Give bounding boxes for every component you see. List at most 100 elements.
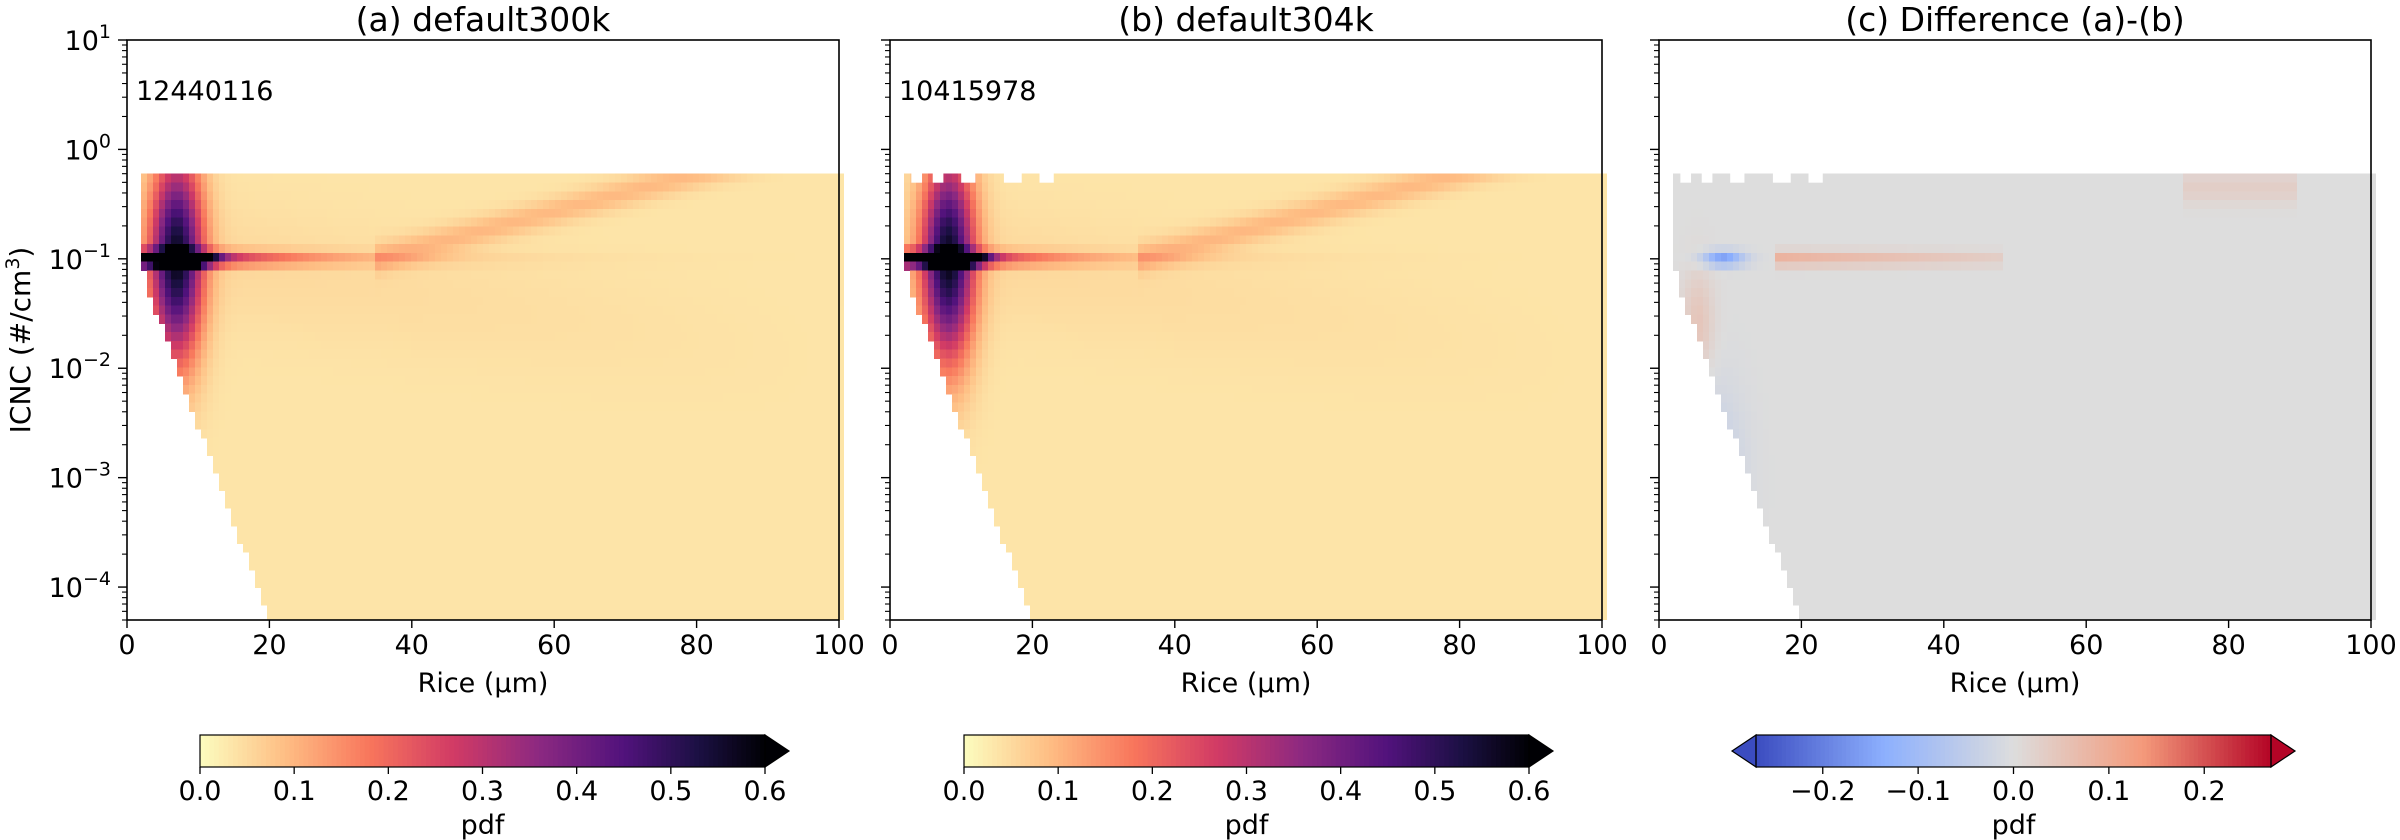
heatmap-cell bbox=[507, 560, 514, 571]
heatmap-cell bbox=[765, 428, 772, 439]
heatmap-cell bbox=[291, 323, 298, 333]
heatmap-cell bbox=[753, 464, 760, 474]
heatmap-cell bbox=[459, 314, 466, 324]
heatmap-cell bbox=[279, 393, 286, 404]
heatmap-cell bbox=[681, 543, 688, 553]
heatmap-cell bbox=[447, 244, 454, 254]
heatmap-cell bbox=[591, 402, 598, 412]
heatmap-cell bbox=[387, 560, 394, 571]
heatmap-cell bbox=[315, 349, 322, 360]
heatmap-cell bbox=[573, 252, 580, 263]
heatmap-cell bbox=[195, 208, 202, 219]
heatmap-cell bbox=[681, 420, 688, 430]
heatmap-cell bbox=[579, 376, 586, 386]
heatmap-cell bbox=[525, 200, 532, 210]
heatmap-cell bbox=[417, 560, 424, 571]
heatmap-cell bbox=[471, 384, 478, 395]
heatmap-cell bbox=[621, 481, 628, 492]
heatmap-cell bbox=[627, 420, 634, 430]
heatmap-cell bbox=[615, 323, 622, 333]
heatmap-cell bbox=[231, 464, 238, 474]
heatmap-cell bbox=[339, 200, 346, 210]
heatmap-cell bbox=[609, 270, 616, 280]
heatmap-cell bbox=[417, 376, 424, 386]
heatmap-cell bbox=[633, 587, 640, 597]
heatmap-cell bbox=[615, 208, 622, 219]
heatmap-cell bbox=[339, 587, 346, 597]
heatmap-cell bbox=[411, 428, 418, 439]
heatmap-cell bbox=[675, 367, 682, 377]
heatmap-cell bbox=[669, 455, 676, 465]
heatmap-cell bbox=[447, 349, 454, 360]
heatmap-cell bbox=[747, 472, 754, 483]
heatmap-cell bbox=[495, 569, 502, 580]
heatmap-cell bbox=[189, 349, 196, 360]
heatmap-cell bbox=[651, 208, 658, 219]
heatmap-cell bbox=[351, 587, 358, 597]
heatmap-cell bbox=[543, 367, 550, 377]
heatmap-cell bbox=[777, 270, 784, 280]
heatmap-cell bbox=[759, 252, 766, 263]
heatmap-cell bbox=[165, 191, 172, 201]
heatmap-cell bbox=[591, 481, 598, 492]
heatmap-cell bbox=[669, 244, 676, 254]
heatmap-cell bbox=[189, 296, 196, 307]
heatmap-cell bbox=[675, 569, 682, 580]
heatmap-cell bbox=[627, 596, 634, 606]
heatmap-cell bbox=[411, 490, 418, 500]
heatmap-cell bbox=[555, 279, 562, 289]
heatmap-cell bbox=[525, 288, 532, 298]
heatmap-cell bbox=[297, 552, 304, 562]
heatmap-cell bbox=[303, 349, 310, 360]
heatmap-cell bbox=[567, 261, 574, 272]
heatmap-cell bbox=[459, 173, 466, 184]
heatmap-cell bbox=[315, 332, 322, 342]
heatmap-cell bbox=[759, 323, 766, 333]
heatmap-cell bbox=[339, 455, 346, 465]
heatmap-cell bbox=[579, 191, 586, 201]
heatmap-cell bbox=[771, 270, 778, 280]
heatmap-cell bbox=[711, 543, 718, 553]
heatmap-cell bbox=[261, 490, 268, 500]
heatmap-cell bbox=[375, 560, 382, 571]
heatmap-cell bbox=[441, 552, 448, 562]
heatmap-cell bbox=[489, 376, 496, 386]
heatmap-cell bbox=[441, 560, 448, 571]
heatmap-cell bbox=[663, 604, 670, 615]
heatmap-cell bbox=[465, 402, 472, 412]
heatmap-cell bbox=[537, 481, 544, 492]
heatmap-cell bbox=[249, 235, 256, 245]
heatmap-cell bbox=[309, 552, 316, 562]
heatmap-cell bbox=[687, 455, 694, 465]
heatmap-cell bbox=[555, 455, 562, 465]
heatmap-cell bbox=[639, 543, 646, 553]
heatmap-cell bbox=[453, 173, 460, 184]
heatmap-cell bbox=[435, 261, 442, 272]
heatmap-cell bbox=[351, 481, 358, 492]
heatmap-cell bbox=[741, 508, 748, 518]
heatmap-cell bbox=[405, 323, 412, 333]
heatmap-cell bbox=[597, 217, 604, 228]
heatmap-cell bbox=[753, 200, 760, 210]
heatmap-cell bbox=[645, 411, 652, 421]
heatmap-cell bbox=[741, 411, 748, 421]
heatmap-cell bbox=[351, 314, 358, 324]
heatmap-cell bbox=[381, 587, 388, 597]
heatmap-cell bbox=[657, 420, 664, 430]
heatmap-cell bbox=[357, 569, 364, 580]
heatmap-cell bbox=[363, 349, 370, 360]
heatmap-cell bbox=[501, 217, 508, 228]
heatmap-cell bbox=[681, 446, 688, 456]
heatmap-cell bbox=[723, 173, 730, 184]
heatmap-cell bbox=[219, 305, 226, 316]
heatmap-cell bbox=[183, 323, 190, 333]
heatmap-cell bbox=[561, 191, 568, 201]
heatmap-cell bbox=[639, 552, 646, 562]
heatmap-cell bbox=[747, 296, 754, 307]
heatmap-cell bbox=[555, 314, 562, 324]
heatmap-cell bbox=[243, 305, 250, 316]
heatmap-cell bbox=[219, 411, 226, 421]
heatmap-cell bbox=[597, 244, 604, 254]
heatmap-cell bbox=[777, 226, 784, 236]
